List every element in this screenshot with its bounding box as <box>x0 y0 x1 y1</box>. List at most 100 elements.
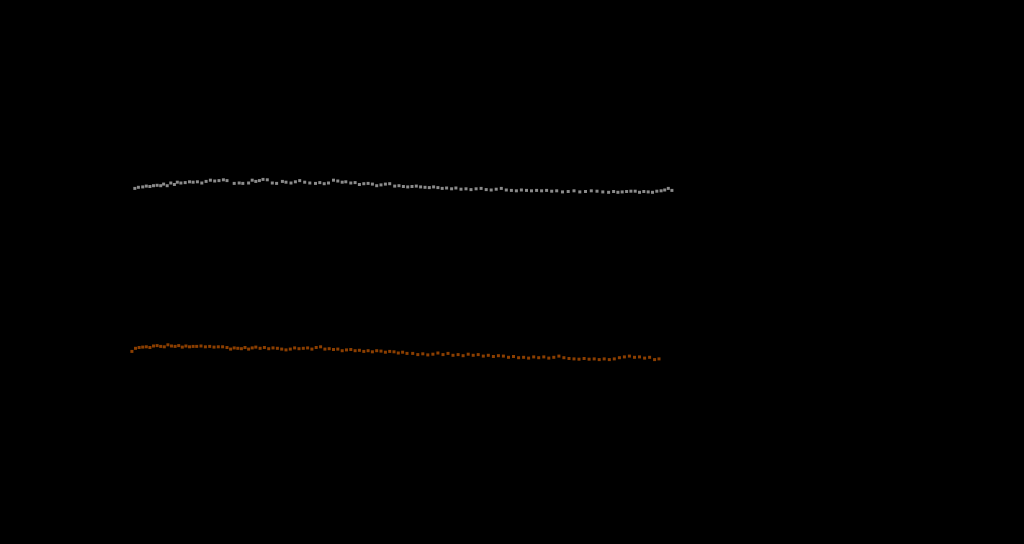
data-point <box>392 350 396 354</box>
data-point <box>607 190 611 194</box>
data-point <box>289 181 293 185</box>
data-point <box>617 356 621 360</box>
data-point <box>172 183 176 186</box>
data-point <box>525 188 528 192</box>
data-point <box>323 347 327 351</box>
data-point <box>250 346 254 350</box>
data-point <box>236 346 240 350</box>
data-point <box>275 181 279 185</box>
data-point <box>349 181 353 185</box>
data-point <box>173 344 177 348</box>
data-point <box>445 186 449 190</box>
data-point <box>517 356 521 360</box>
data-point <box>474 187 478 191</box>
data-point <box>519 188 523 192</box>
data-point <box>221 178 225 182</box>
data-point <box>229 347 233 351</box>
data-point <box>476 353 480 357</box>
data-point <box>602 357 606 361</box>
data-point <box>481 354 485 358</box>
data-point <box>301 346 305 350</box>
data-point <box>133 186 137 190</box>
data-point <box>349 348 353 351</box>
data-point <box>512 355 515 358</box>
data-point <box>616 190 620 194</box>
data-point <box>450 187 454 191</box>
data-point <box>572 189 576 193</box>
data-point <box>666 186 670 190</box>
data-point <box>208 178 212 182</box>
data-point <box>152 344 155 348</box>
data-point <box>366 349 370 353</box>
data-point <box>247 347 251 351</box>
data-point <box>340 180 344 184</box>
data-point <box>203 345 207 349</box>
data-point <box>134 346 137 350</box>
data-point <box>454 186 458 190</box>
data-point <box>426 353 430 357</box>
data-point <box>297 347 301 351</box>
data-point <box>254 345 258 349</box>
data-point <box>216 345 220 349</box>
data-point <box>595 189 599 193</box>
data-point <box>362 349 366 353</box>
data-point <box>155 344 159 348</box>
data-point <box>213 179 217 183</box>
data-point <box>479 186 483 190</box>
data-point <box>432 185 436 189</box>
data-point <box>388 349 392 353</box>
data-point <box>188 345 191 349</box>
data-point <box>225 346 229 349</box>
data-point <box>183 181 187 185</box>
series-1 <box>133 177 674 194</box>
data-point <box>314 181 317 185</box>
data-point <box>461 354 465 358</box>
data-point <box>509 188 513 192</box>
data-point <box>466 352 470 356</box>
data-point <box>592 357 596 361</box>
data-point <box>221 345 225 349</box>
data-point <box>243 346 247 349</box>
data-point <box>561 190 564 194</box>
data-point <box>293 346 297 350</box>
data-point <box>254 179 258 183</box>
data-point <box>627 354 631 358</box>
data-point <box>144 184 148 188</box>
data-point <box>379 349 383 353</box>
data-point <box>648 355 652 359</box>
data-point <box>567 357 571 360</box>
data-point <box>491 355 495 358</box>
data-point <box>507 355 510 359</box>
data-point <box>303 180 307 184</box>
data-point <box>340 349 344 353</box>
data-point <box>200 181 204 185</box>
data-point <box>643 356 647 360</box>
data-point <box>406 185 410 189</box>
data-point <box>327 347 331 351</box>
data-point <box>262 346 266 349</box>
data-point <box>298 179 302 183</box>
data-point <box>401 350 405 354</box>
data-point <box>258 346 262 350</box>
data-point <box>431 352 435 356</box>
data-point <box>496 354 500 358</box>
data-point <box>293 180 297 184</box>
data-point <box>257 179 261 183</box>
data-point <box>204 179 208 183</box>
data-point <box>535 188 539 192</box>
data-point <box>393 184 397 188</box>
data-point <box>451 353 455 357</box>
data-point <box>607 358 611 362</box>
data-point <box>366 181 370 185</box>
data-point <box>177 344 181 348</box>
data-point <box>522 355 526 359</box>
data-point <box>427 186 431 190</box>
data-point <box>397 184 401 188</box>
data-point <box>184 344 188 348</box>
data-point <box>587 357 591 361</box>
data-point <box>162 182 166 186</box>
data-point <box>275 346 279 350</box>
data-point <box>629 189 633 193</box>
data-point <box>148 346 152 349</box>
